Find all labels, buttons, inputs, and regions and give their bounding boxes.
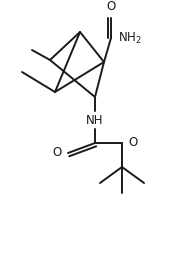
Text: NH$_2$: NH$_2$ (118, 30, 142, 45)
Text: O: O (106, 0, 116, 13)
Text: NH: NH (86, 113, 104, 126)
Text: O: O (128, 137, 137, 150)
Text: O: O (53, 147, 62, 159)
